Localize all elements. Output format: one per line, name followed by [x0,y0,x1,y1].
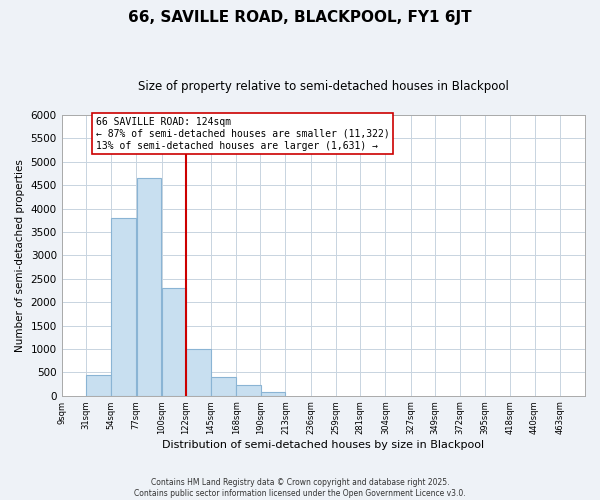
Bar [112,218,136,396]
Text: 66 SAVILLE ROAD: 124sqm
← 87% of semi-detached houses are smaller (11,322)
13% o: 66 SAVILLE ROAD: 124sqm ← 87% of semi-de… [95,118,389,150]
Y-axis label: Number of semi-detached properties: Number of semi-detached properties [15,159,25,352]
Bar [211,377,236,396]
Text: 66, SAVILLE ROAD, BLACKPOOL, FY1 6JT: 66, SAVILLE ROAD, BLACKPOOL, FY1 6JT [128,10,472,25]
Text: Contains HM Land Registry data © Crown copyright and database right 2025.
Contai: Contains HM Land Registry data © Crown c… [134,478,466,498]
Bar [260,392,285,396]
Title: Size of property relative to semi-detached houses in Blackpool: Size of property relative to semi-detach… [138,80,509,93]
Bar [86,374,111,396]
Bar [186,349,211,396]
Bar [236,385,261,396]
Bar [162,288,187,396]
Bar [137,178,161,396]
X-axis label: Distribution of semi-detached houses by size in Blackpool: Distribution of semi-detached houses by … [162,440,484,450]
